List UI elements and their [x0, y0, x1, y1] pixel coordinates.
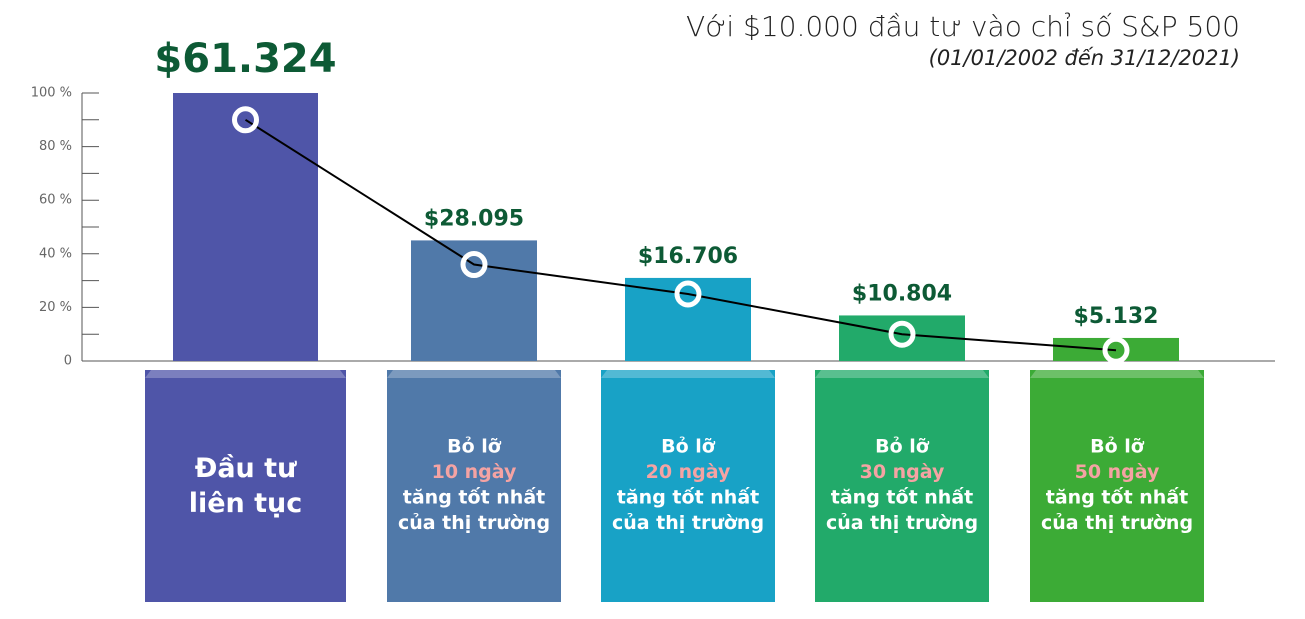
category-label: Bỏ lỡ: [1090, 435, 1145, 457]
y-tick-label: 0: [64, 354, 72, 369]
category-box: [1030, 370, 1204, 602]
category-label: Bỏ lỡ: [661, 435, 716, 457]
category-label: tăng tốt nhất: [617, 485, 759, 508]
category-box-bevel: [815, 370, 989, 378]
category-box-bevel: [1030, 370, 1204, 378]
bar: [411, 240, 537, 361]
value-label: $10.804: [852, 281, 952, 306]
bar: [625, 277, 751, 361]
trend-point: [460, 251, 488, 279]
trend-point: [1102, 336, 1130, 364]
category-label: của thị trường: [1041, 512, 1193, 534]
category-label: tăng tốt nhất: [831, 485, 973, 508]
category-label: Bỏ lỡ: [875, 435, 930, 457]
bar: [173, 93, 318, 361]
y-tick-label: 40 %: [39, 246, 72, 261]
trend-line: [244, 118, 1117, 352]
chart-title: Với $10.000 đầu tư vào chỉ số S&P 500: [686, 10, 1240, 43]
y-tick-label: 60 %: [39, 193, 72, 208]
value-label: $16.706: [638, 244, 738, 269]
trend-point: [674, 280, 702, 308]
category-label: 50 ngày: [1075, 461, 1160, 483]
category-label: 20 ngày: [646, 461, 731, 483]
trend-point: [232, 106, 259, 134]
category-label: Đầu tư: [195, 453, 297, 484]
category-box: [145, 370, 346, 602]
y-tick-label: 100 %: [31, 86, 72, 101]
trend-point: [888, 320, 916, 348]
category-label: tăng tốt nhất: [1046, 485, 1188, 508]
chart-subtitle: (01/01/2002 đến 31/12/2021): [929, 46, 1240, 70]
category-box-bevel: [145, 370, 346, 378]
category-label: tăng tốt nhất: [403, 485, 545, 508]
category-box: [601, 370, 775, 602]
y-tick-label: 20 %: [39, 300, 72, 315]
category-label: 10 ngày: [432, 461, 517, 483]
category-box-bevel: [387, 370, 561, 378]
category-box: [387, 370, 561, 602]
value-label: $28.095: [424, 206, 524, 231]
y-tick-label: 80 %: [39, 139, 72, 154]
value-label: $61.324: [154, 36, 336, 82]
category-label: của thị trường: [826, 512, 978, 534]
category-label: của thị trường: [612, 512, 764, 534]
category-box-bevel: [601, 370, 775, 378]
category-label: Bỏ lỡ: [447, 435, 502, 457]
value-label: $5.132: [1074, 304, 1159, 329]
category-label: 30 ngày: [860, 461, 945, 483]
category-label: của thị trường: [398, 512, 550, 534]
category-box: [815, 370, 989, 602]
category-label: liên tục: [189, 488, 303, 519]
